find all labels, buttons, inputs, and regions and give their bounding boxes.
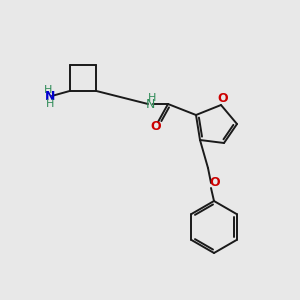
Text: N: N	[145, 98, 155, 110]
Text: H: H	[46, 99, 54, 109]
Text: O: O	[210, 176, 220, 190]
Text: O: O	[151, 121, 161, 134]
Text: N: N	[45, 90, 55, 104]
Text: H: H	[148, 93, 156, 103]
Text: O: O	[218, 92, 228, 106]
Text: H: H	[44, 85, 52, 95]
